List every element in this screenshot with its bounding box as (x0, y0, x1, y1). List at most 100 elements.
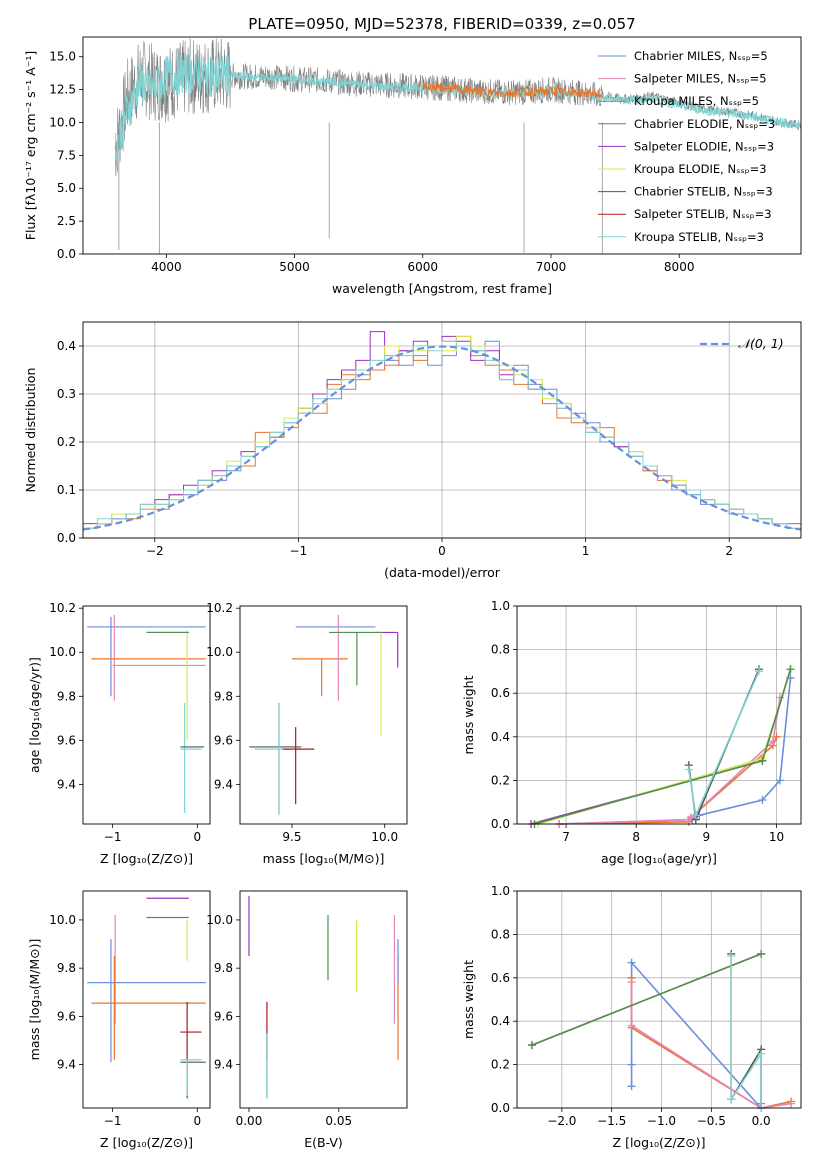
panel8-point-marker (627, 958, 636, 967)
panel4-ytick-label: 10.0 (206, 645, 233, 659)
panel7-plot-area (248, 895, 399, 1099)
panel1-xtick-label: 7000 (536, 260, 567, 274)
panel5-ytick-label: 0.0 (491, 817, 510, 831)
panel8-ylabel: mass weight (461, 960, 476, 1039)
panel2-ytick-label: 0.3 (57, 387, 76, 401)
panel5-xtick-label: 8 (632, 830, 640, 844)
panel1-ytick-label: 0.0 (57, 247, 76, 261)
panel5-frame (516, 605, 802, 825)
panel5-ytick-label: 0.2 (491, 773, 510, 787)
panel1-plot-area (114, 38, 801, 254)
panel3-xtick-label: 0 (193, 830, 201, 844)
panel5-point-marker (768, 737, 777, 746)
panel5-point-marker (786, 665, 795, 674)
panel3-ylabel: age [log₁₀(age/yr)] (27, 657, 42, 773)
figure-title: PLATE=0950, MJD=52378, FIBERID=0339, z=0… (248, 15, 635, 33)
panel5-series-line (534, 668, 792, 825)
panel4-ytick-label: 9.8 (214, 689, 233, 703)
panel8-point-marker (627, 1082, 636, 1091)
panel2-ytick-label: 0.0 (57, 531, 76, 545)
panel2-ylabel: Normed distribution (23, 368, 38, 493)
panel8-point-marker (527, 1041, 536, 1050)
panel1-legend-label: Kroupa ELODIE, Nₛₛₚ=3 (634, 162, 767, 176)
panel4-xtick-label: 10.0 (371, 830, 398, 844)
panel5-point-marker (691, 811, 700, 820)
panel5-series-line (530, 668, 792, 825)
panel2-legend-label: 𝒩(0, 1) (738, 336, 784, 351)
panel8-point-marker (727, 952, 736, 961)
panel3-frame (82, 605, 211, 825)
panel4-xlabel: mass [log₁₀(M/M⊙)] (263, 851, 385, 866)
panel2-histogram (83, 340, 801, 538)
panel5-ytick-label: 0.8 (491, 643, 510, 657)
panel2-plot-area (83, 331, 801, 538)
panel8-ytick-label: 1.0 (491, 884, 510, 898)
panel8-xtick-label: −1.5 (597, 1114, 626, 1128)
panel4-xtick-label: 9.5 (282, 830, 301, 844)
panel5-xtick-label: 9 (703, 830, 711, 844)
panel5-plot-area (527, 665, 795, 828)
panel1-legend-label: Chabrier MILES, Nₛₛₚ=5 (634, 49, 768, 63)
panel2-xtick-label: −2 (146, 544, 164, 558)
panel5-ytick-label: 0.4 (491, 730, 510, 744)
panel8-series-line (630, 982, 792, 1109)
panel1-ytick-label: 2.5 (57, 214, 76, 228)
panel1-frame (82, 36, 802, 255)
panel4-ytick-label: 9.6 (214, 733, 233, 747)
panel5-series-line (559, 697, 781, 825)
panel8-point-marker (627, 978, 636, 987)
panel7-ytick-label: 9.4 (214, 1058, 233, 1072)
panel3-ytick-label: 9.6 (57, 733, 76, 747)
panel3-ytick-label: 10.0 (49, 645, 76, 659)
panel2-xtick-label: 1 (582, 544, 590, 558)
panel8-ytick-label: 0.2 (491, 1058, 510, 1072)
panel8-series-line (730, 953, 762, 1108)
panel2-normal-curve (83, 345, 801, 531)
panel6-frame (82, 890, 211, 1109)
panel7-xtick-label: 0.05 (325, 1114, 352, 1128)
panel7-xlabel: E(B-V) (304, 1135, 343, 1150)
panel8-xtick-label: −2.0 (547, 1114, 576, 1128)
panel5-point-marker (775, 776, 784, 785)
panel7-xtick-label: 0.00 (236, 1114, 263, 1128)
panel3-xtick-label: −1 (104, 830, 122, 844)
panel8-xtick-label: −1.0 (647, 1114, 676, 1128)
panel1-ylabel: Flux [fλ10⁻¹⁷ erg cm⁻² s⁻¹ A⁻¹] (23, 51, 38, 240)
panel2-ytick-label: 0.1 (57, 483, 76, 497)
panel2-xtick-label: −1 (290, 544, 308, 558)
panel5-xtick-label: 10 (769, 830, 784, 844)
panel2-xtick-label: 0 (438, 544, 446, 558)
panel1-xtick-label: 8000 (664, 260, 695, 274)
panel1-xtick-label: 5000 (279, 260, 310, 274)
panel1-legend-label: Kroupa STELIB, Nₛₛₚ=3 (634, 230, 764, 244)
panel1-ytick-label: 12.5 (49, 83, 76, 97)
panel5-xtick-label: 7 (562, 830, 570, 844)
panel2-ytick-label: 0.2 (57, 435, 76, 449)
panel6-xtick-label: −1 (104, 1114, 122, 1128)
panel1-ytick-label: 15.0 (49, 50, 76, 64)
panel1-legend-label: Salpeter STELIB, Nₛₛₚ=3 (634, 207, 772, 221)
panel6-ylabel: mass [log₁₀(M/M⊙)] (27, 939, 42, 1061)
panel8-xtick-label: −0.5 (697, 1114, 726, 1128)
panel7-ytick-label: 9.8 (214, 961, 233, 975)
panel3-xlabel: Z [log₁₀(Z/Z⊙)] (100, 851, 193, 866)
panel1-legend-label: Chabrier ELODIE, Nₛₛₚ=3 (634, 117, 775, 131)
panel6-plot-area (87, 897, 206, 1099)
panel5-xlabel: age [log₁₀(age/yr)] (601, 851, 717, 866)
panel8-frame (516, 890, 802, 1109)
panel4-ytick-label: 10.2 (206, 601, 233, 615)
panel6-ytick-label: 9.4 (57, 1058, 76, 1072)
panel5-ylabel: mass weight (461, 675, 476, 754)
panel8-series-line (630, 960, 762, 1111)
panel5-point-marker (686, 813, 695, 822)
panel5-point-marker (758, 796, 767, 805)
panel2-xlabel: (data-model)/error (384, 565, 501, 580)
panel1-xtick-label: 4000 (151, 260, 182, 274)
panel1-xtick-label: 6000 (407, 260, 438, 274)
panel8-point-marker (627, 1021, 636, 1030)
panel8-point-marker (787, 1099, 796, 1108)
panel8-ytick-label: 0.8 (491, 927, 510, 941)
panel3-ytick-label: 10.2 (49, 601, 76, 615)
panel1-legend-label: Salpeter ELODIE, Nₛₛₚ=3 (634, 139, 774, 153)
panel5-ytick-label: 1.0 (491, 599, 510, 613)
